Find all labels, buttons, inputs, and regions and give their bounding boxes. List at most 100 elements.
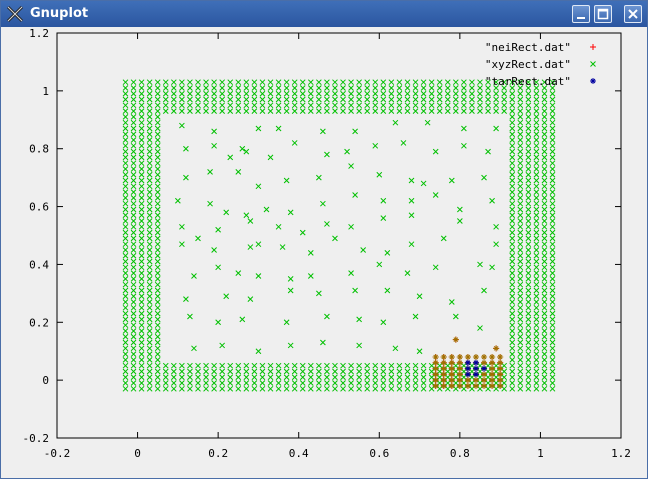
xyzRect-point [307,250,314,256]
xyzRect-point [533,142,540,149]
xyzRect-point [533,357,540,363]
xyzRect-point [154,137,161,143]
xyzRect-point [299,374,306,381]
neiRect-point-overlap [481,382,488,389]
xyzRect-point [130,241,137,248]
xyzRect-point [541,206,548,213]
xyzRect-point [452,108,459,114]
xyzRect-point [517,235,524,242]
close-button[interactable] [624,5,642,23]
xyzRect-point [243,374,250,381]
xyzRect-point [316,290,322,297]
title-bar[interactable]: Gnuplot [1,1,647,27]
xyzRect-point [146,223,153,230]
xyzRect-point [179,380,185,386]
xyzRect-point [517,281,524,288]
xyzRect-point [541,299,548,305]
xyzRect-point [138,374,145,381]
xyzRect-point [384,250,391,256]
xyzRect-point [533,218,540,224]
xyzRect-point [517,333,524,340]
xyzRect-point [444,385,451,392]
xyzRect-point [122,299,129,305]
xyzRect-point [162,96,169,103]
xyzRect-point [420,96,427,103]
xyzRect-point [517,374,524,381]
xyzRect-point [122,293,129,300]
xyzRect-point [356,108,362,114]
xyzRect-point [457,206,463,213]
xyzRect-point [259,102,266,109]
xyzRect-point [517,223,524,230]
xyzRect-point [130,385,137,392]
xyzRect-point [146,125,153,132]
xyzRect-point [146,148,153,155]
xyzRect-point [444,90,451,97]
xyzRect-point [154,85,161,91]
xyzRect-point [436,108,443,114]
xyzRect-point [469,102,475,109]
xyzRect-point [525,96,532,103]
xyzRect-point [183,145,189,152]
xyzRect-point [356,362,362,369]
neiRect-point-overlap [489,359,496,366]
xyzRect-point [517,206,524,213]
xyzRect-point [324,151,330,158]
xyzRect-point [154,304,161,311]
neiRect-point-overlap [481,371,488,378]
xyzRect-point [420,368,427,375]
xyzRect-point [549,102,556,109]
xyzRect-point [348,79,354,86]
xyzRect-point [235,102,242,109]
xyzRect-point [154,385,161,392]
xyzRect-point [138,223,145,230]
xyzRect-point [469,368,475,375]
xyzRect-point [211,96,217,103]
xyzRect-point [533,102,540,109]
xyzRect-point [428,79,435,86]
xyzRect-point [324,108,330,114]
xyzRect-point [517,142,524,149]
xyzRect-point [122,125,129,132]
xyzRect-point [332,385,338,392]
xyzRect-point [509,125,516,132]
xyzRect-point [259,385,266,392]
xyzRect-point [219,374,226,381]
minimize-button[interactable] [572,5,590,23]
y-tick-label: -0.2 [23,432,50,445]
xyzRect-point [307,102,314,109]
xyzRect-point [517,368,524,375]
legend-marker [590,78,596,84]
tarRect-point [464,359,471,366]
xyzRect-point [541,90,548,97]
maximize-button[interactable] [594,5,612,23]
xyzRect-point [211,90,217,97]
xyzRect-point [420,380,427,386]
xyzRect-point [420,90,427,97]
xyzRect-point [162,102,169,109]
xyzRect-point [179,374,185,381]
xyzRect-point [400,140,407,146]
xyzRect-point [187,368,193,375]
neiRect-point-overlap [432,365,439,372]
xyzRect-point [404,380,411,386]
xyzRect-point [307,374,314,381]
xyzRect-point [533,137,540,143]
xyzRect-point [299,85,306,91]
neiRect-point-overlap [440,377,447,384]
xyzRect-point [509,166,516,172]
xyzRect-point [501,374,508,381]
xyzRect-point [122,333,129,340]
xyzRect-point [533,281,540,288]
xyzRect-point [533,258,540,265]
xyzRect-point [138,102,145,109]
xyzRect-point [493,241,499,248]
xyzRect-point [235,374,242,381]
xyzRect-point [541,276,548,282]
xyzRect-point [376,261,383,268]
xyzRect-point [146,79,153,86]
xyzRect-point [130,252,137,259]
xyzRect-point [154,351,161,357]
xyzRect-point [533,241,540,248]
xyzRect-point [219,108,226,114]
